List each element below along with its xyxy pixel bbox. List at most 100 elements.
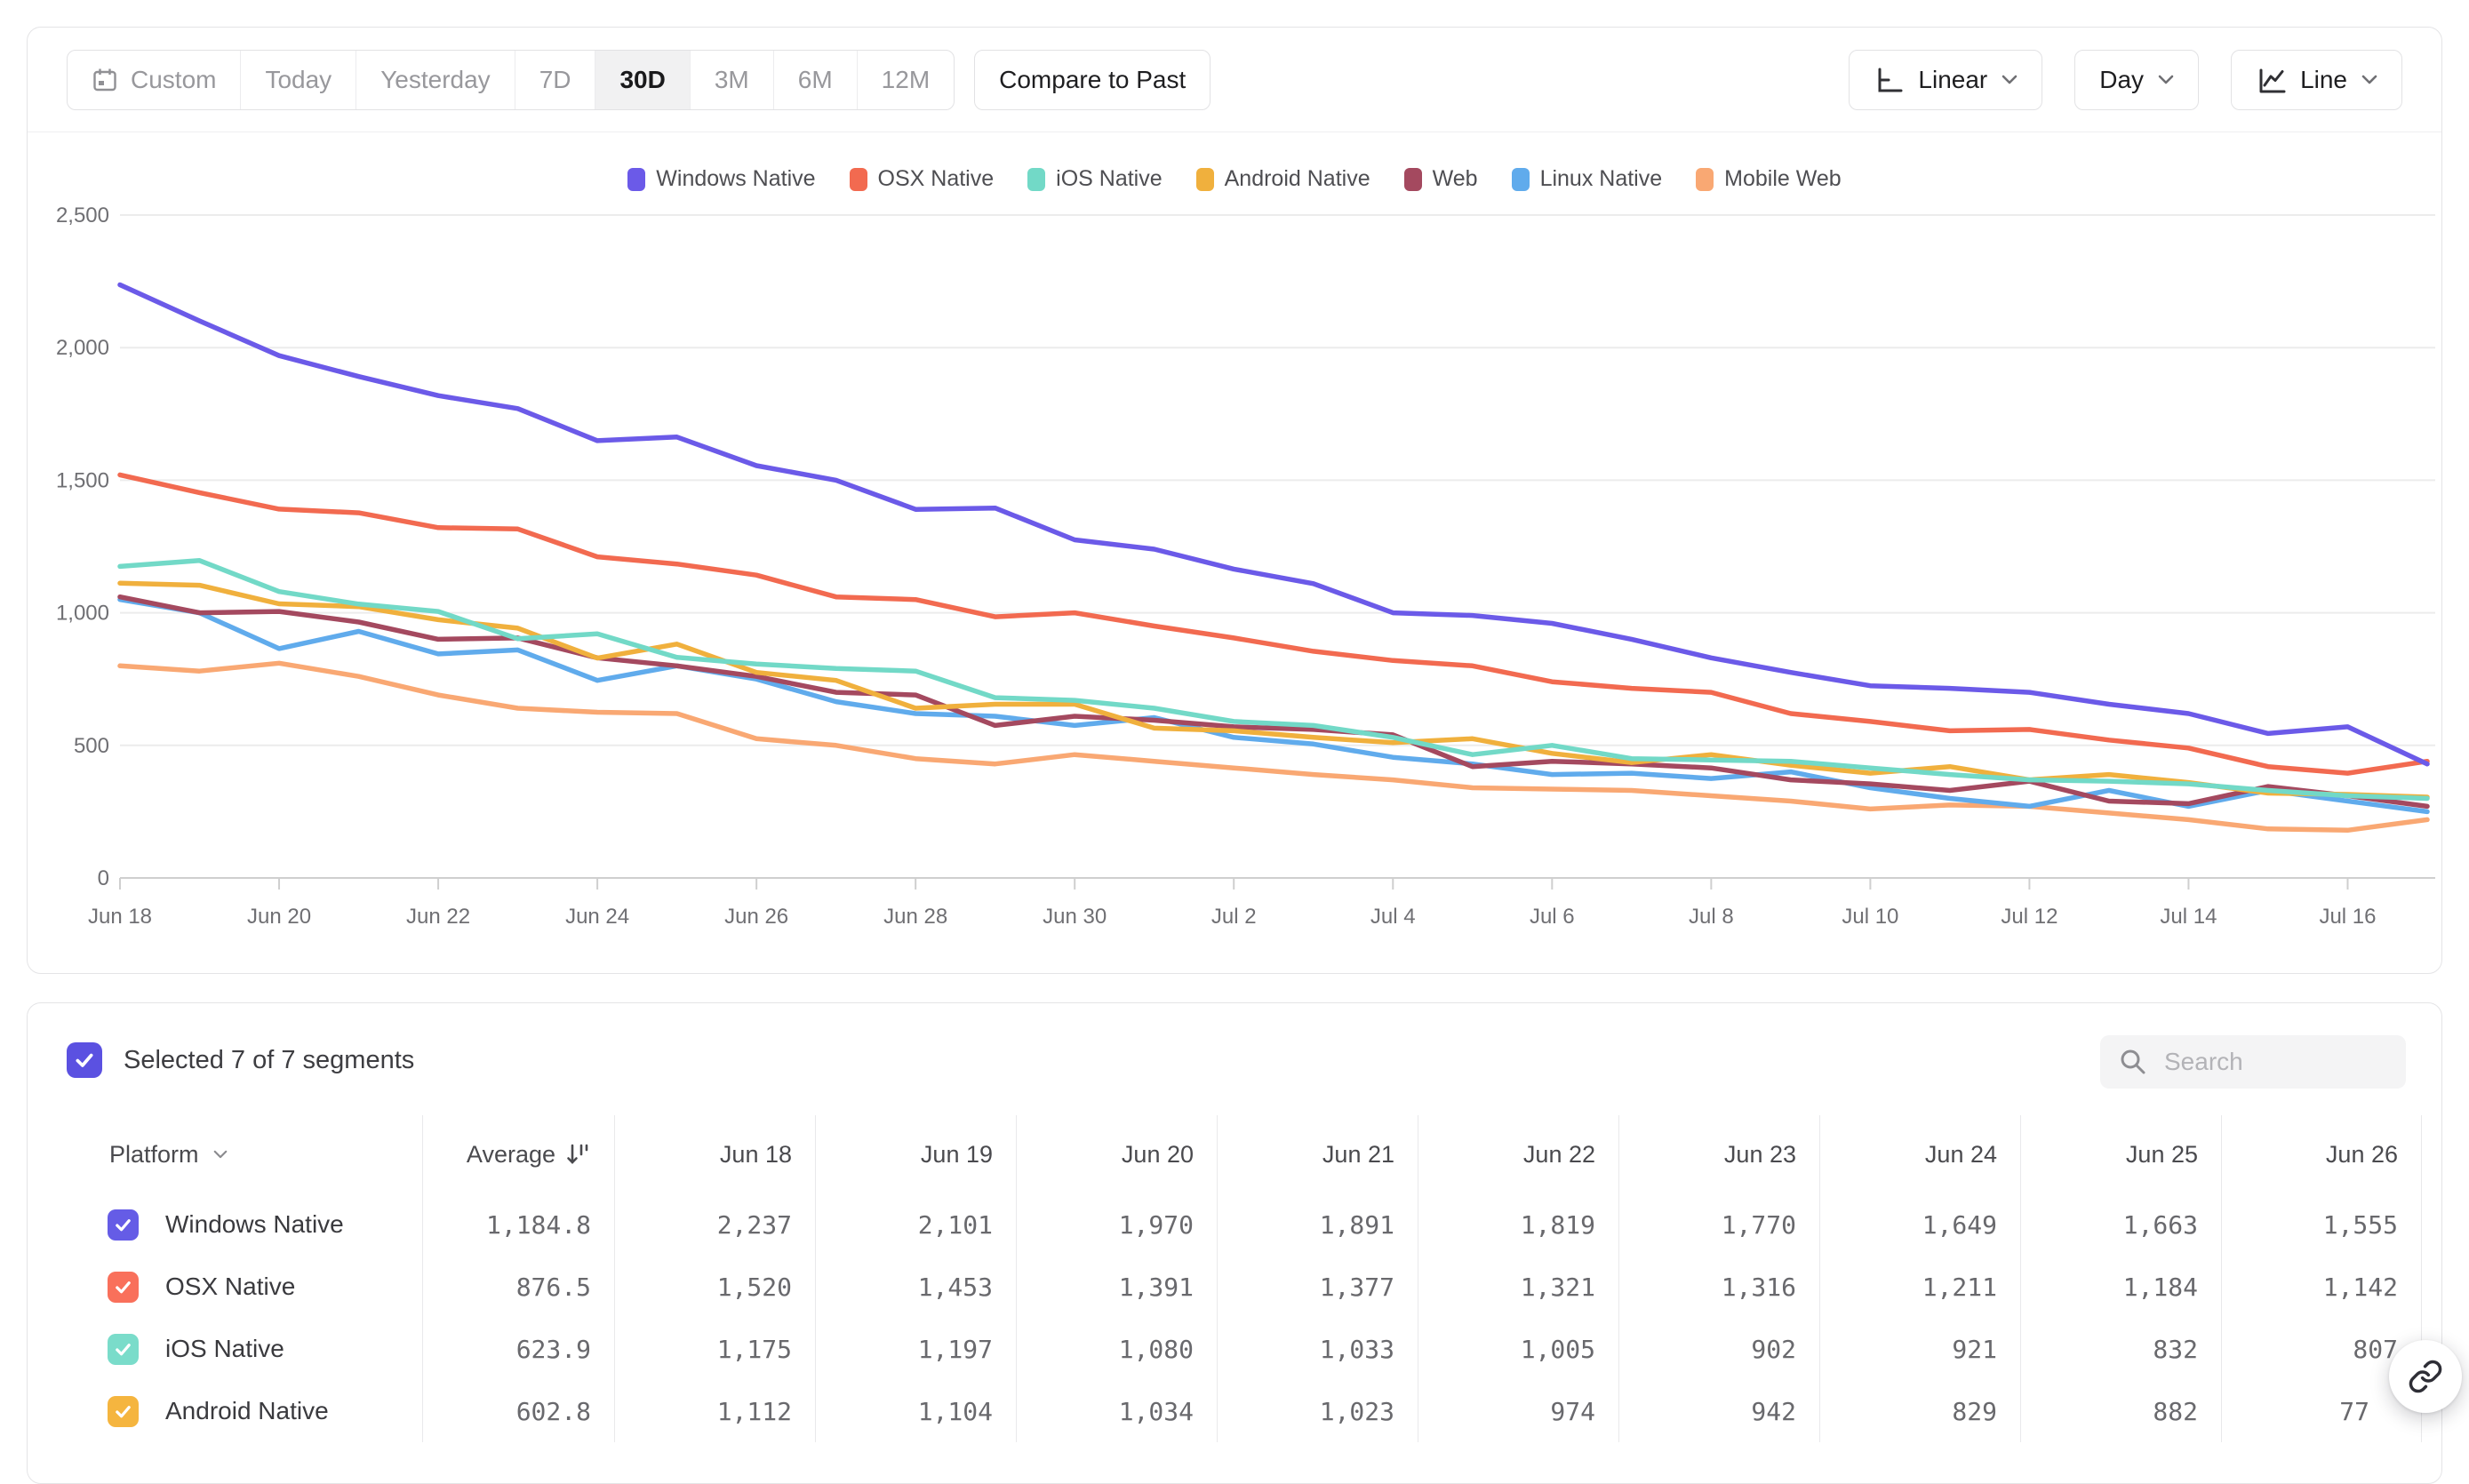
value-text: 1,819 <box>1520 1209 1595 1240</box>
legend-label: iOS Native <box>1056 166 1163 191</box>
value-cell: 1,197 <box>815 1318 1016 1380</box>
range-button-6m[interactable]: 6M <box>772 50 857 109</box>
range-button-7d[interactable]: 7D <box>514 50 595 109</box>
search-input[interactable] <box>2162 1047 2388 1077</box>
range-label: 6M <box>797 65 833 93</box>
value-cell: 1,377 <box>1217 1256 1418 1318</box>
chevron-down-icon <box>213 1150 228 1159</box>
value-text: 1,104 <box>917 1396 993 1426</box>
column-header-jun-22[interactable]: Jun 22 <box>1418 1115 1618 1193</box>
column-header-jun-23[interactable]: Jun 23 <box>1618 1115 1819 1193</box>
value-cell: 1,184 <box>2020 1256 2221 1318</box>
value-cell: 882 <box>2020 1380 2221 1442</box>
segment-checkbox[interactable] <box>108 1209 139 1241</box>
value-text: 829 <box>1952 1396 1997 1426</box>
range-button-today[interactable]: Today <box>240 50 356 109</box>
value-cell: 829 <box>1819 1380 2020 1442</box>
value-cell: 942 <box>1618 1380 1819 1442</box>
value-text: 1,034 <box>1118 1396 1194 1426</box>
value-text: 1,891 <box>1319 1209 1394 1240</box>
interval-dropdown[interactable]: Day <box>2074 49 2200 110</box>
x-axis-label: Jun 20 <box>247 905 311 929</box>
value-cell: 1,211 <box>1819 1256 2020 1318</box>
value-cell: 1,321 <box>1418 1256 1618 1318</box>
value-text: 1,377 <box>1319 1272 1394 1302</box>
value-text: 1,112 <box>716 1396 792 1426</box>
value-cell: 1,891 <box>1217 1193 1418 1256</box>
table-row-osx-native: OSX Native <box>28 1256 422 1318</box>
column-header-jun-24[interactable]: Jun 24 <box>1819 1115 2020 1193</box>
value-cell: 1,970 <box>1016 1193 1217 1256</box>
legend-item-linux-native[interactable]: Linux Native <box>1511 166 1662 192</box>
range-button-12m[interactable]: 12M <box>856 50 954 109</box>
series-line-windows-native <box>117 282 2430 767</box>
segment-label: Android Native <box>165 1397 329 1424</box>
column-header-label: Platform <box>109 1140 199 1168</box>
legend-item-osx-native[interactable]: OSX Native <box>849 166 994 192</box>
column-header-jun-25[interactable]: Jun 25 <box>2020 1115 2221 1193</box>
legend-item-mobile-web[interactable]: Mobile Web <box>1696 166 1842 192</box>
column-header-jun-26[interactable]: Jun 26 <box>2221 1115 2422 1193</box>
value-cell: 1,391 <box>1016 1256 1217 1318</box>
select-all-checkbox[interactable] <box>67 1042 102 1078</box>
column-header-jun-20[interactable]: Jun 20 <box>1016 1115 1217 1193</box>
copy-link-button[interactable] <box>2389 1340 2462 1413</box>
value-cell: 902 <box>1618 1318 1819 1380</box>
compare-to-past-button[interactable]: Compare to Past <box>974 49 1211 110</box>
segment-checkbox[interactable] <box>108 1395 139 1427</box>
legend-item-windows-native[interactable]: Windows Native <box>627 166 816 192</box>
scale-label: Linear <box>1918 65 1988 93</box>
value-text: 1,970 <box>1118 1209 1194 1240</box>
column-header-label: Jun 18 <box>719 1140 792 1168</box>
range-button-custom[interactable]: Custom <box>68 51 240 109</box>
value-text: 902 <box>1751 1334 1796 1364</box>
column-header-jun-18[interactable]: Jun 18 <box>614 1115 815 1193</box>
column-header-platform[interactable]: Platform <box>28 1115 422 1193</box>
value-cell: 1,555 <box>2221 1193 2422 1256</box>
column-header-label: Average <box>466 1140 555 1168</box>
legend-swatch <box>1696 167 1714 191</box>
column-header-label: Jun 21 <box>1322 1140 1394 1168</box>
segment-checkbox[interactable] <box>108 1271 139 1303</box>
segment-label: iOS Native <box>165 1335 284 1362</box>
range-button-30d[interactable]: 30D <box>595 50 690 109</box>
segment-checkbox[interactable] <box>108 1333 139 1365</box>
x-axis-label: Jun 24 <box>565 905 629 929</box>
x-axis-label: Jul 2 <box>1211 905 1257 929</box>
legend-item-android-native[interactable]: Android Native <box>1195 166 1370 192</box>
calendar-icon <box>92 67 118 93</box>
chevron-down-icon <box>2361 75 2377 84</box>
table-row-windows-native: Windows Native <box>28 1193 422 1256</box>
value-cell: 1,104 <box>815 1380 1016 1442</box>
x-axis-label: Jun 22 <box>406 905 470 929</box>
value-text: 2,237 <box>716 1209 792 1240</box>
value-text: 1,033 <box>1319 1334 1394 1364</box>
y-axis-label: 1,500 <box>56 468 109 492</box>
value-cell: 876.5 <box>422 1256 614 1318</box>
chevron-down-icon <box>2002 75 2018 84</box>
column-header-label: Jun 22 <box>1522 1140 1595 1168</box>
value-cell: 2,237 <box>614 1193 815 1256</box>
chart-type-dropdown[interactable]: Line <box>2231 49 2402 110</box>
line-chart: 0 500 1,000 1,500 2,000 2,500 Jun 18 Jun 20 Jun … <box>56 203 2435 929</box>
column-header-label: Jun 26 <box>2325 1140 2398 1168</box>
chart-card: Custom Today Yesterday 7D 30D 3M 6M 12M Compare… <box>27 27 2442 974</box>
x-axis-label: Jul 6 <box>1530 905 1575 929</box>
column-header-jun-19[interactable]: Jun 19 <box>815 1115 1016 1193</box>
value-cell: 1,184.8 <box>422 1193 614 1256</box>
legend-item-web[interactable]: Web <box>1403 166 1478 192</box>
scale-dropdown[interactable]: Linear <box>1849 49 2043 110</box>
legend-item-ios-native[interactable]: iOS Native <box>1027 166 1163 192</box>
value-text: 1,316 <box>1721 1272 1796 1302</box>
value-text: 1,321 <box>1520 1272 1595 1302</box>
value-text: 1,391 <box>1118 1272 1194 1302</box>
legend-swatch <box>849 167 867 191</box>
legend-swatch <box>627 167 646 191</box>
chart-type-label: Line <box>2300 65 2347 93</box>
column-header-jun-21[interactable]: Jun 21 <box>1217 1115 1418 1193</box>
column-header-average[interactable]: Average <box>422 1115 614 1193</box>
value-text: 1,184 <box>2122 1272 2198 1302</box>
range-button-3m[interactable]: 3M <box>689 50 773 109</box>
line-chart-icon <box>2256 65 2286 95</box>
range-button-yesterday[interactable]: Yesterday <box>356 50 515 109</box>
